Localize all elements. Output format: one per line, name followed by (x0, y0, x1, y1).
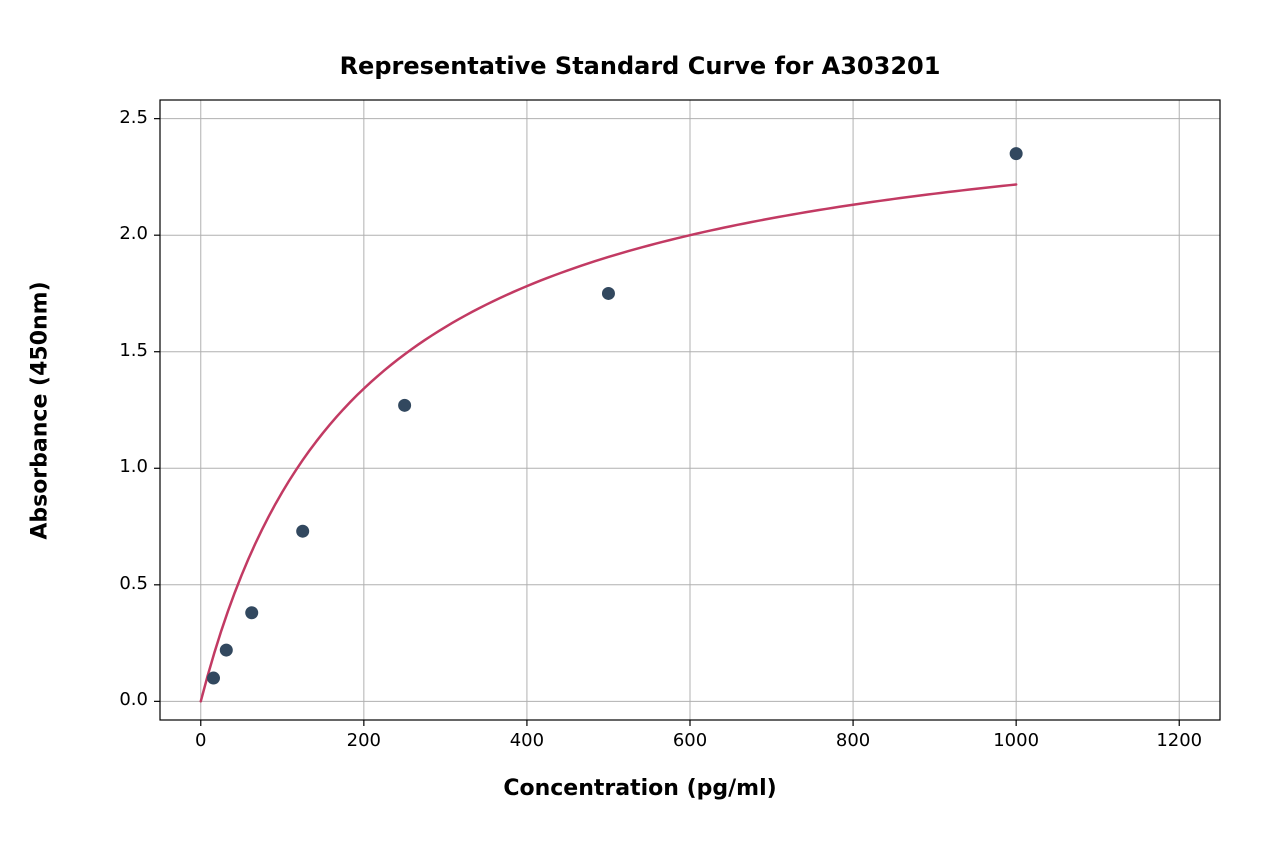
y-tick-label: 2.5 (119, 107, 148, 128)
x-tick-label: 400 (497, 730, 557, 751)
x-tick-label: 600 (660, 730, 720, 751)
chart-svg (0, 0, 1280, 845)
y-tick-label: 2.0 (119, 223, 148, 244)
y-tick-label: 0.0 (119, 689, 148, 710)
x-tick-label: 800 (823, 730, 883, 751)
chart-container: Representative Standard Curve for A30320… (0, 0, 1280, 845)
y-tick-label: 1.5 (119, 340, 148, 361)
y-tick-label: 1.0 (119, 456, 148, 477)
x-tick-label: 1000 (986, 730, 1046, 751)
y-tick-label: 0.5 (119, 573, 148, 594)
x-tick-label: 1200 (1149, 730, 1209, 751)
y-axis-label: Absorbance (450nm) (28, 211, 53, 611)
x-tick-label: 200 (334, 730, 394, 751)
x-axis-label: Concentration (pg/ml) (0, 776, 1280, 801)
x-tick-label: 0 (171, 730, 231, 751)
